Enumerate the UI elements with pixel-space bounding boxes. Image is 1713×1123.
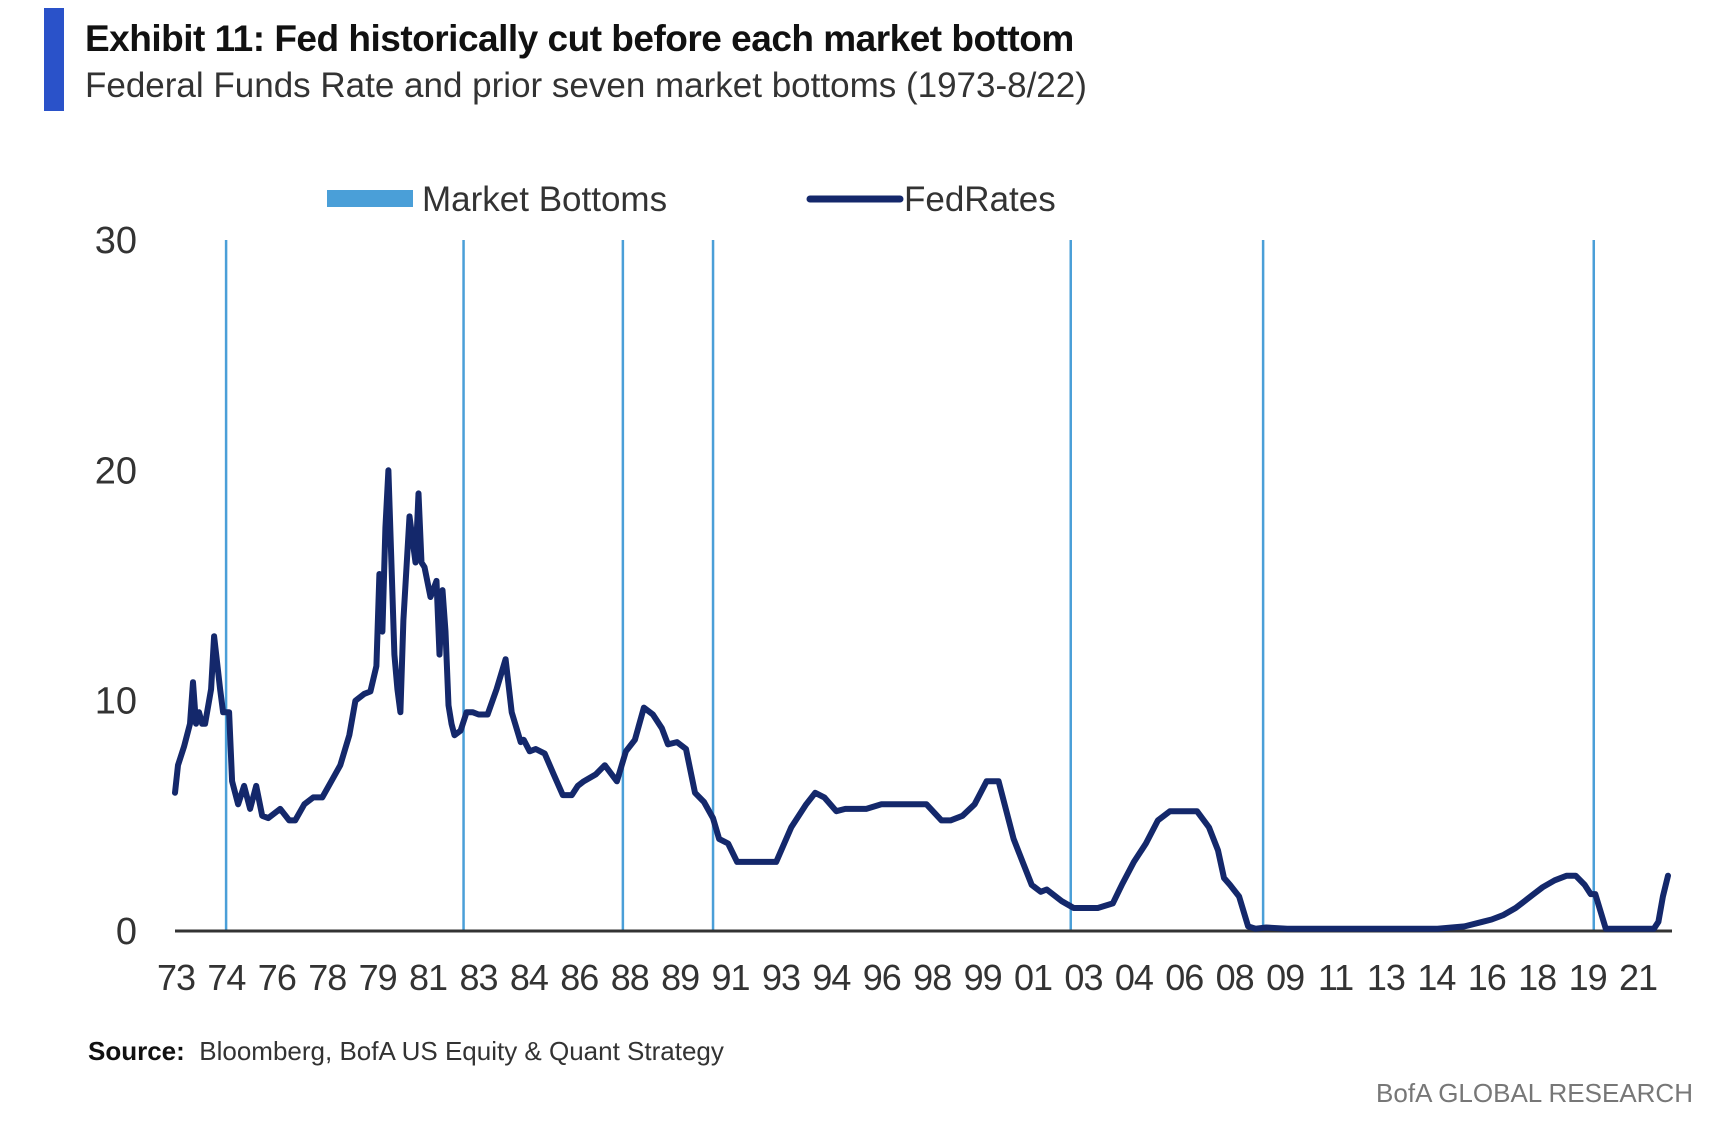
x-tick-label: 06 [1165, 957, 1203, 998]
x-tick-label: 78 [308, 957, 346, 998]
x-tick-label: 84 [510, 957, 548, 998]
chart-subtitle: Federal Funds Rate and prior seven marke… [85, 66, 1087, 105]
x-tick-label: 94 [812, 957, 850, 998]
x-tick-label: 91 [712, 957, 750, 998]
x-tick-label: 76 [258, 957, 296, 998]
x-tick-label: 18 [1518, 957, 1556, 998]
x-tick-label: 01 [1014, 957, 1052, 998]
legend-label-market-bottoms: Market Bottoms [422, 180, 667, 219]
x-tick-label: 89 [661, 957, 699, 998]
x-tick-label: 09 [1266, 957, 1304, 998]
x-tick-label: 21 [1619, 957, 1657, 998]
fedrates-line [172, 467, 1671, 932]
chart-title: Exhibit 11: Fed historically cut before … [85, 18, 1074, 59]
legend-label-fedrates: FedRates [904, 180, 1056, 219]
x-tick-label: 83 [459, 957, 497, 998]
y-tick-label: 0 [116, 911, 137, 953]
source-label: Source: [88, 1036, 185, 1066]
x-tick-label: 99 [964, 957, 1002, 998]
brand-footer: BofA GLOBAL RESEARCH [1376, 1078, 1693, 1108]
x-tick-label: 14 [1417, 957, 1455, 998]
x-tick-label: 98 [913, 957, 951, 998]
x-tick-label: 86 [560, 957, 598, 998]
x-tick-label: 81 [409, 957, 447, 998]
y-tick-label: 10 [95, 681, 137, 723]
y-axis-ticks: 0 10 20 30 [95, 220, 137, 953]
x-tick-label: 19 [1569, 957, 1607, 998]
y-tick-label: 20 [95, 450, 137, 492]
y-tick-label: 30 [95, 220, 137, 262]
x-tick-label: 16 [1468, 957, 1506, 998]
x-tick-label: 79 [359, 957, 397, 998]
x-tick-label: 73 [157, 957, 195, 998]
x-tick-label: 08 [1216, 957, 1254, 998]
x-tick-label: 93 [762, 957, 800, 998]
legend-swatch-market-bottoms [327, 190, 413, 207]
x-tick-label: 04 [1115, 957, 1153, 998]
source-note: Source: Bloomberg, BofA US Equity & Quan… [88, 1036, 724, 1067]
x-tick-label: 96 [863, 957, 901, 998]
x-tick-label: 74 [207, 957, 245, 998]
title-accent-bar [44, 8, 64, 111]
x-tick-label: 13 [1367, 957, 1405, 998]
x-axis-ticks: 73 74 76 78 79 81 83 84 86 88 89 91 93 94 96 98 99 01 03 04… [157, 957, 1658, 998]
source-text: Bloomberg, BofA US Equity & Quant Strate… [199, 1036, 724, 1066]
x-tick-label: 88 [611, 957, 649, 998]
legend: Market Bottoms FedRates [327, 180, 1056, 219]
x-tick-label: 03 [1064, 957, 1102, 998]
x-tick-label: 11 [1318, 957, 1353, 998]
